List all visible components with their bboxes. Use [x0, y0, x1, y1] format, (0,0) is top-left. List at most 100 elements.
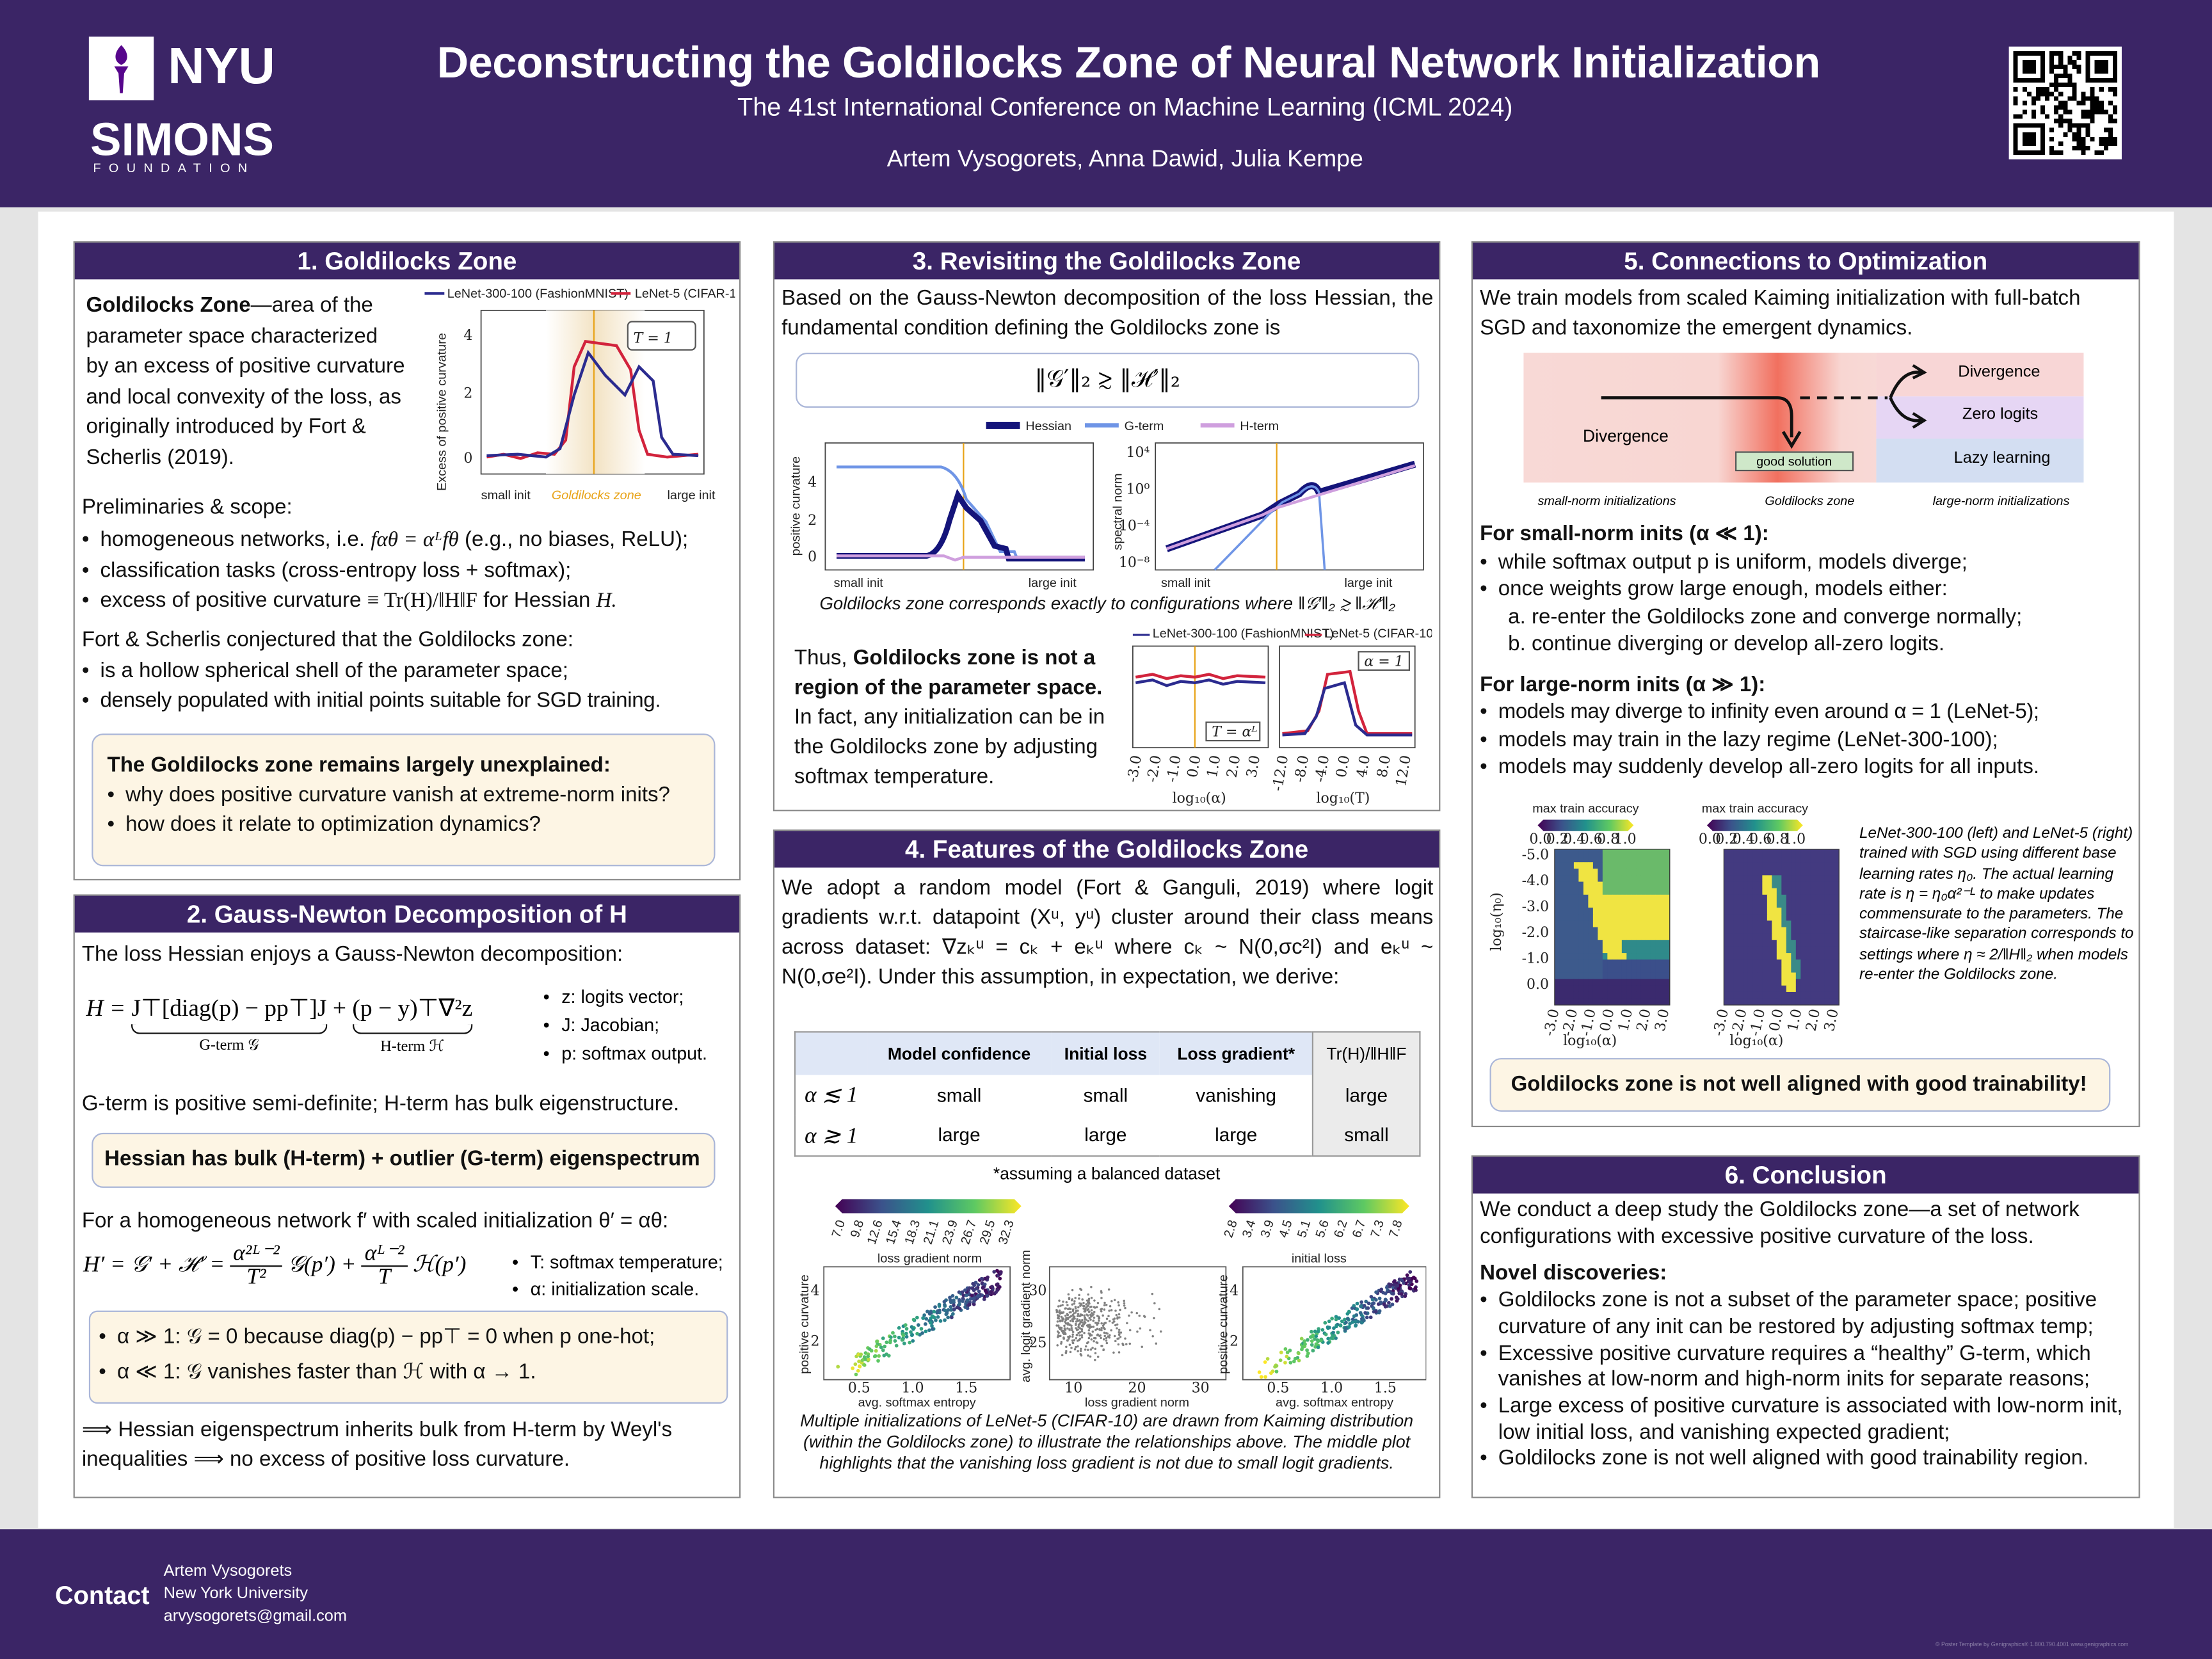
heatmap-cell: [1820, 881, 1825, 889]
col-header: Initial loss: [1064, 1043, 1148, 1064]
x-label-large: large init: [668, 488, 716, 502]
heatmap-cell: [1564, 875, 1569, 883]
ytick: 4: [463, 328, 472, 344]
scatter-point: [1093, 1299, 1096, 1302]
scatter-point: [994, 1290, 998, 1294]
heatmap-cell: [1569, 849, 1575, 856]
scatter-point: [1293, 1356, 1297, 1361]
contact-email[interactable]: arvysogorets@gmail.com: [163, 1608, 348, 1626]
qr-module: [2058, 123, 2064, 128]
heatmap-cell: [1573, 985, 1579, 993]
scatter-point: [1306, 1338, 1310, 1342]
scatter-point: [875, 1340, 879, 1343]
scatter-point: [1112, 1351, 1115, 1354]
heatmap-cell: [1805, 849, 1811, 856]
heatmap-cell: [1747, 940, 1753, 947]
divergence-left-label: Divergence: [1583, 426, 1669, 446]
colorbar-tick: 7.3: [1368, 1218, 1387, 1239]
scatter-point: [1097, 1322, 1100, 1325]
heatmap-cell: [1612, 959, 1617, 966]
heatmap-cell: [1617, 946, 1623, 954]
ytick: 0: [463, 451, 472, 467]
heatmap-cell: [1578, 869, 1584, 876]
scatter-point: [1306, 1351, 1310, 1356]
heatmap-cell: [1791, 953, 1797, 960]
heatmap-cell: [1626, 998, 1632, 1006]
section-title: 6. Conclusion: [1473, 1157, 2139, 1194]
colorbar-tick: 0.2: [1715, 831, 1738, 847]
colorbar-tick: 18.3: [902, 1218, 923, 1246]
small-norm-subitem: a. re-enter the Goldilocks zone and conv…: [1508, 604, 2023, 629]
heatmap-cell: [1776, 979, 1782, 986]
heatmap-cell: [1805, 979, 1811, 986]
lenet300-curve: [1282, 681, 1413, 737]
heatmap-cell: [1592, 953, 1598, 960]
heatmap-cell: [1800, 940, 1806, 947]
qr-module: [2049, 60, 2055, 65]
heatmap-cell: [1559, 894, 1565, 902]
section-title: 2. Gauss-Newton Decomposition of H: [74, 895, 739, 933]
heatmap-cell: [1757, 881, 1763, 889]
heatmap-cell: [1738, 875, 1743, 883]
heatmap-cell: [1578, 927, 1584, 934]
heatmap-cell: [1815, 966, 1820, 973]
heatmap-cell: [1791, 908, 1797, 915]
qr-code[interactable]: [2008, 46, 2122, 160]
heatmap-cell: [1636, 875, 1642, 883]
heatmap-cell: [1646, 966, 1651, 973]
heatmap-cell: [1617, 953, 1623, 960]
heatmap-cell: [1631, 888, 1637, 895]
heatmap-cell: [1805, 914, 1811, 921]
x-label-large: large init: [1345, 576, 1393, 590]
heatmap-cell: [1607, 849, 1613, 856]
heatmap-cell: [1805, 894, 1811, 902]
scatter-point: [1370, 1297, 1375, 1302]
scatter-point: [929, 1316, 933, 1320]
qr-module: [2049, 69, 2055, 74]
scatter-point: [1265, 1357, 1270, 1361]
qr-module: [2072, 132, 2077, 137]
qr-module: [2058, 118, 2064, 124]
heatmap-cell: [1786, 894, 1791, 902]
section-title: 3. Revisiting the Goldilocks Zone: [774, 243, 1439, 280]
qr-module: [2072, 60, 2077, 65]
scatter-point: [1105, 1342, 1109, 1345]
heatmap-cell: [1747, 894, 1753, 902]
heatmap-cell: [1800, 875, 1806, 883]
qr-module: [2072, 96, 2077, 101]
small-norm-list: while softmax output p is uniform, model…: [1480, 548, 2136, 603]
heatmap-cell: [1805, 927, 1811, 934]
heatmap-cell: [1640, 875, 1646, 883]
scatter-point: [1347, 1310, 1351, 1314]
xtick: -8.0: [1292, 754, 1312, 783]
heatmap-cell: [1800, 979, 1806, 986]
scatter-point: [931, 1327, 934, 1331]
scatter-point: [1058, 1299, 1061, 1302]
scatter-point: [1089, 1325, 1091, 1328]
scatter-point: [1393, 1279, 1397, 1283]
heatmap-cell: [1598, 940, 1603, 947]
qr-module: [2054, 74, 2059, 79]
heatmap-cell: [1800, 881, 1806, 889]
scatter-point: [836, 1365, 840, 1369]
heatmap-cell: [1640, 940, 1646, 947]
nyu-wordmark: NYU: [168, 36, 275, 95]
heatmap-cell: [1626, 933, 1632, 941]
scatter-point: [1080, 1334, 1084, 1336]
qr-module: [2081, 136, 2086, 141]
heatmap-cell: [1738, 888, 1743, 895]
lenet300-curve: [1135, 678, 1266, 687]
heatmap-cell: [1772, 869, 1777, 876]
scatter-point: [1130, 1311, 1133, 1314]
heatmap-cell: [1795, 940, 1801, 947]
heatmap-cell: [1569, 869, 1575, 876]
scatter-point: [1066, 1323, 1070, 1326]
xtick: 20: [1128, 1380, 1146, 1396]
scatter-point: [1098, 1328, 1101, 1331]
scatter-point: [881, 1348, 885, 1352]
scatter-point: [1117, 1301, 1119, 1304]
qr-module: [2022, 87, 2027, 92]
heatmap-cell: [1757, 927, 1763, 934]
scatter-point: [935, 1311, 940, 1315]
optimization-intro: We train models from scaled Kaiming init…: [1480, 286, 2081, 341]
